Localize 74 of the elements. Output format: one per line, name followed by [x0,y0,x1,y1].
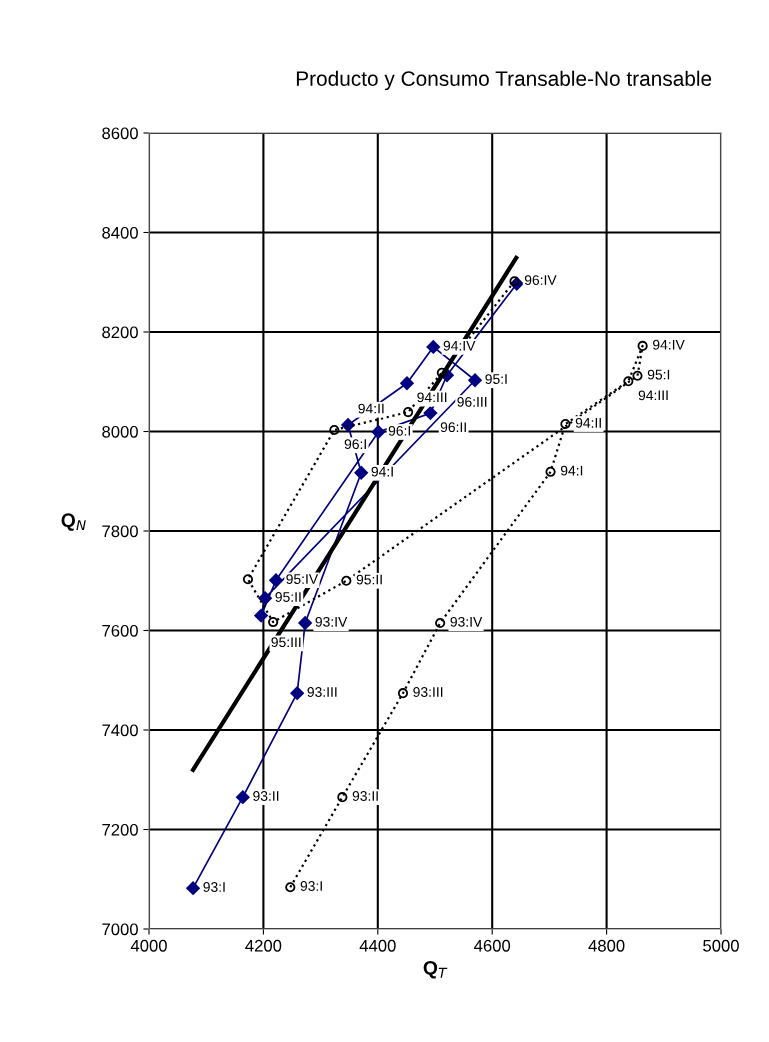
annotation: 96:III [457,396,487,407]
point [436,367,447,378]
annotation: 95:I [647,369,670,380]
point [254,608,268,623]
x-tick-label: 5000 [703,939,739,952]
point [186,881,200,896]
point [329,424,340,436]
annotation: 95:II [275,592,301,602]
annotation: 96:IV [524,275,557,285]
annotation: 94:IV [443,340,476,351]
annotation: 94:III [417,392,447,403]
point [397,688,409,699]
annotation: 93:II [352,791,378,801]
y-tick-label: 7000 [102,923,138,936]
annotation: 96:I [344,439,366,450]
annotation: 94:II [575,417,601,428]
y-axis-title: Q$_{N}$ [61,513,86,531]
point [268,616,279,628]
x-tick-label: 4000 [130,939,167,952]
annotation: 94:I [371,466,393,477]
annotation: 93:IV [315,616,348,627]
point [435,617,446,629]
y-tick-label: 8200 [102,326,138,339]
point [426,340,441,354]
annotation: 93:I [300,881,322,891]
y-tick-label: 8000 [102,425,138,438]
point [242,574,254,585]
annotation: 94:II [358,403,384,414]
x-tick-label: 4200 [245,939,282,952]
point [337,792,348,803]
annotation: 95:I [485,374,507,384]
annotation: 94:III [638,390,668,401]
y-tick-label: 7800 [102,525,138,538]
annotation: 94:I [560,465,583,476]
point [354,465,369,480]
point [371,425,386,439]
point [423,406,438,420]
x-tick-label: 4800 [588,939,625,952]
y-tick-label: 7600 [102,624,138,637]
point [509,276,520,287]
point [236,790,250,804]
point [290,686,304,700]
annotation: 95:III [271,637,301,648]
point [623,376,634,387]
x-tick-label: 4600 [474,939,511,952]
point [637,340,648,352]
annotation: 94:IV [653,339,685,350]
point [341,575,352,586]
point [285,882,296,893]
point [468,373,482,388]
annotation: 93:II [253,791,279,801]
y-tick-label: 8600 [102,127,138,140]
point [269,573,283,588]
annotation: 93:I [203,882,225,892]
x-tick-label: 4400 [359,939,396,952]
annotation: 96:II [440,422,466,433]
point [632,370,643,381]
point [400,376,414,391]
y-tick-label: 8400 [102,226,138,239]
point [258,591,272,605]
annotation: 95:IV [286,574,319,584]
annotation: 93:III [307,687,337,697]
point [545,466,556,477]
y-tick-label: 7400 [102,724,138,737]
chart-title: Producto y Consumo Transable-No transable [296,70,712,91]
x-axis-title: Q$_{T}$ [423,960,448,979]
annotation: 93:III [413,687,443,697]
point [403,407,414,418]
point [560,418,571,430]
annotation: 96:I [388,425,410,436]
annotation: 93:IV [450,616,483,627]
annotation: 95:II [356,574,382,585]
y-tick-label: 7200 [102,823,138,836]
point [298,616,312,630]
